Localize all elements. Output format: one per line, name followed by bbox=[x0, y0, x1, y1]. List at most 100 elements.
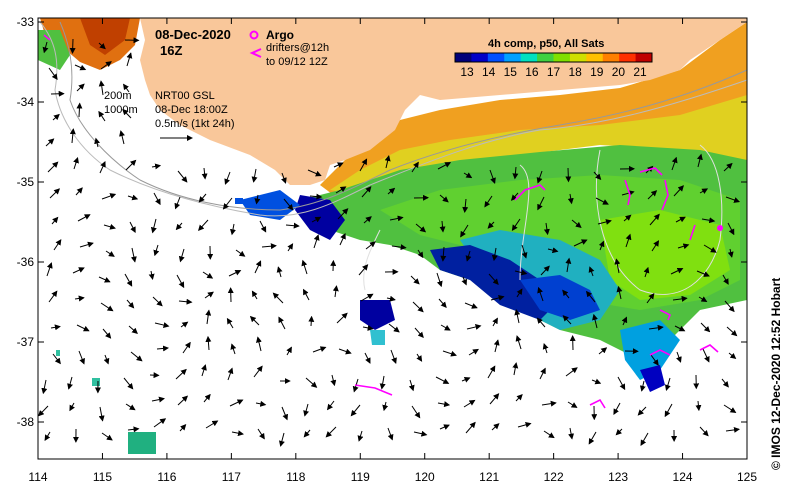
current-vector bbox=[235, 249, 246, 257]
current-vector bbox=[461, 276, 468, 286]
current-vector bbox=[699, 188, 709, 194]
colorbar-swatch bbox=[520, 53, 538, 62]
current-vector bbox=[664, 377, 671, 391]
current-vector bbox=[382, 401, 389, 412]
current-vector bbox=[466, 324, 482, 330]
current-vector bbox=[105, 250, 115, 257]
current-vector bbox=[339, 232, 346, 246]
current-vector bbox=[336, 312, 348, 324]
current-vector bbox=[461, 377, 471, 383]
current-vector bbox=[439, 194, 449, 203]
current-vector bbox=[227, 367, 234, 381]
current-vector bbox=[283, 198, 294, 211]
colorbar-swatch bbox=[635, 53, 653, 62]
current-vector bbox=[98, 406, 105, 422]
current-vector bbox=[408, 379, 415, 392]
current-vector bbox=[179, 424, 187, 432]
current-vector bbox=[639, 380, 646, 392]
lon-tick-label: 121 bbox=[479, 470, 499, 484]
current-vector bbox=[76, 83, 85, 92]
current-vector bbox=[154, 322, 170, 328]
current-vector bbox=[674, 325, 686, 332]
colorbar-tick-label: 18 bbox=[568, 65, 582, 79]
lon-tick-label: 114 bbox=[28, 470, 47, 484]
current-vector bbox=[625, 233, 632, 248]
current-vector bbox=[76, 102, 83, 118]
current-vector bbox=[76, 324, 90, 332]
current-vector bbox=[386, 295, 396, 302]
lon-tick-label: 119 bbox=[351, 470, 370, 484]
current-vector bbox=[201, 364, 207, 377]
current-vector bbox=[514, 309, 521, 324]
current-vector bbox=[205, 420, 219, 429]
current-vector bbox=[417, 249, 424, 259]
colorbar-tick-label: 21 bbox=[633, 65, 647, 79]
current-vector bbox=[568, 427, 575, 440]
current-vector bbox=[664, 403, 673, 418]
current-vector bbox=[614, 258, 621, 274]
lon-tick-label: 122 bbox=[544, 470, 564, 484]
current-vector bbox=[326, 400, 335, 411]
lat-tick-label: -35 bbox=[17, 175, 35, 189]
current-vector bbox=[415, 223, 427, 233]
current-vector bbox=[230, 223, 236, 236]
current-vector bbox=[675, 216, 686, 223]
current-vector bbox=[123, 83, 130, 93]
current-vector bbox=[350, 404, 361, 417]
current-vector bbox=[724, 300, 735, 313]
current-vector bbox=[360, 293, 374, 302]
current-vector bbox=[100, 302, 114, 312]
current-vector bbox=[621, 316, 628, 326]
current-vector bbox=[725, 196, 741, 203]
current-vector bbox=[257, 428, 265, 440]
current-vector bbox=[153, 418, 167, 428]
current-vector bbox=[643, 266, 650, 278]
lat-tick-label: -38 bbox=[17, 415, 35, 429]
current-vector bbox=[307, 169, 322, 177]
current-vector bbox=[229, 399, 244, 407]
current-vector bbox=[728, 352, 737, 360]
current-vector bbox=[311, 216, 322, 223]
current-vector bbox=[175, 222, 183, 231]
depth-1000-label: 1000m bbox=[104, 104, 138, 116]
current-vector bbox=[542, 343, 549, 354]
current-vector bbox=[285, 222, 300, 229]
current-vector bbox=[52, 353, 61, 365]
current-vector bbox=[259, 220, 267, 233]
current-vector bbox=[573, 239, 588, 247]
current-vector bbox=[359, 158, 368, 172]
current-vector bbox=[585, 290, 596, 303]
current-vector bbox=[251, 168, 258, 183]
current-vector bbox=[41, 379, 48, 395]
current-vector bbox=[103, 354, 110, 365]
current-vector bbox=[47, 161, 59, 173]
current-vector bbox=[540, 265, 550, 276]
current-vector bbox=[588, 431, 597, 445]
current-vector bbox=[565, 367, 578, 377]
current-vector bbox=[127, 426, 140, 433]
current-vector bbox=[695, 400, 702, 412]
current-vector bbox=[722, 274, 729, 285]
current-vector bbox=[152, 296, 163, 307]
current-vector bbox=[595, 197, 609, 205]
current-vector bbox=[515, 393, 523, 402]
current-vector bbox=[489, 393, 500, 405]
current-vector bbox=[588, 266, 595, 277]
colorbar-swatch bbox=[471, 53, 489, 62]
drifter-legend-icon bbox=[249, 48, 262, 58]
current-vector bbox=[439, 424, 450, 430]
current-vector bbox=[79, 241, 94, 248]
current-vector bbox=[98, 276, 111, 283]
current-vector bbox=[69, 402, 75, 412]
current-vector bbox=[487, 365, 496, 379]
colorbar-swatch bbox=[569, 53, 587, 62]
current-vector bbox=[364, 352, 371, 364]
current-vector bbox=[515, 335, 522, 350]
current-vector bbox=[571, 219, 582, 229]
current-vector bbox=[94, 137, 101, 148]
current-vector bbox=[565, 167, 572, 183]
current-vector bbox=[130, 247, 137, 263]
current-vector bbox=[598, 240, 605, 251]
current-vector bbox=[303, 288, 310, 301]
current-vector bbox=[379, 375, 386, 390]
